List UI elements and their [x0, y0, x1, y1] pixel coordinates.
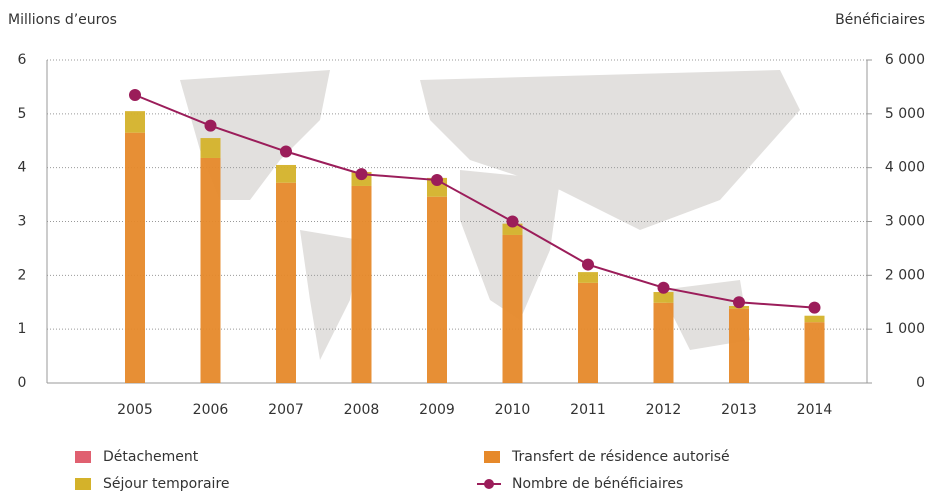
- bar: [578, 272, 598, 283]
- legend-label: Nombre de bénéficiaires: [512, 476, 683, 492]
- bar: [276, 182, 296, 383]
- bar: [276, 164, 296, 183]
- point: [506, 215, 519, 228]
- legend-swatch: [75, 451, 91, 463]
- bar: [351, 185, 372, 383]
- legend-swatch: [75, 478, 91, 490]
- y-tick-label: 6: [18, 52, 27, 68]
- y2-tick-label: 0: [916, 375, 925, 391]
- x-tick-label: 2008: [344, 402, 380, 418]
- point: [582, 258, 594, 271]
- bar: [729, 308, 749, 383]
- point: [129, 88, 141, 101]
- bar: [502, 223, 523, 235]
- point: [657, 281, 670, 294]
- point: [355, 168, 368, 181]
- y2-tick-label: 1 000: [885, 321, 925, 337]
- y2-tick-label: 4 000: [885, 160, 925, 176]
- point: [808, 301, 821, 314]
- bar: [200, 138, 221, 158]
- x-tick-label: 2010: [495, 402, 531, 418]
- legend-swatch: [484, 451, 500, 463]
- y-tick-label: 5: [18, 106, 27, 122]
- x-tick-label: 2012: [646, 402, 682, 418]
- point: [431, 174, 443, 187]
- y2-tick-label: 3 000: [885, 214, 925, 230]
- x-tick-label: 2009: [419, 402, 455, 418]
- bar: [125, 132, 145, 383]
- point: [733, 296, 745, 309]
- y-tick-label: 4: [18, 160, 27, 176]
- x-tick-label: 2013: [721, 402, 757, 418]
- point: [280, 145, 292, 158]
- bar: [653, 292, 674, 303]
- y2-axis-label: Bénéficiaires: [835, 12, 925, 28]
- point: [204, 119, 217, 132]
- line: [134, 94, 815, 309]
- legend-label: Séjour temporaire: [103, 476, 230, 492]
- x-tick-label: 2011: [570, 402, 606, 418]
- y-tick-label: 2: [18, 267, 27, 283]
- x-tick-label: 2007: [268, 402, 304, 418]
- bar: [578, 282, 598, 383]
- y2-tick-label: 5 000: [885, 106, 925, 122]
- y-tick-label: 1: [18, 321, 27, 337]
- bar: [125, 111, 145, 133]
- y2-tick-label: 2 000: [885, 267, 925, 283]
- bar: [804, 315, 825, 323]
- y-tick-label: 3: [18, 214, 27, 230]
- legend-label: Transfert de résidence autorisé: [511, 449, 730, 465]
- x-tick-label: 2006: [193, 402, 229, 418]
- y-tick-label: 0: [18, 375, 27, 391]
- y-axis-label: Millions d’euros: [8, 12, 117, 28]
- legend-label: Détachement: [103, 449, 199, 465]
- y2-tick-label: 6 000: [885, 52, 925, 68]
- x-tick-label: 2005: [117, 402, 153, 418]
- legend-marker: [484, 479, 494, 489]
- bar: [804, 322, 825, 383]
- bar: [427, 196, 447, 383]
- x-tick-label: 2014: [797, 402, 833, 418]
- bar: [653, 302, 674, 383]
- bar: [502, 234, 523, 383]
- bar: [200, 157, 221, 383]
